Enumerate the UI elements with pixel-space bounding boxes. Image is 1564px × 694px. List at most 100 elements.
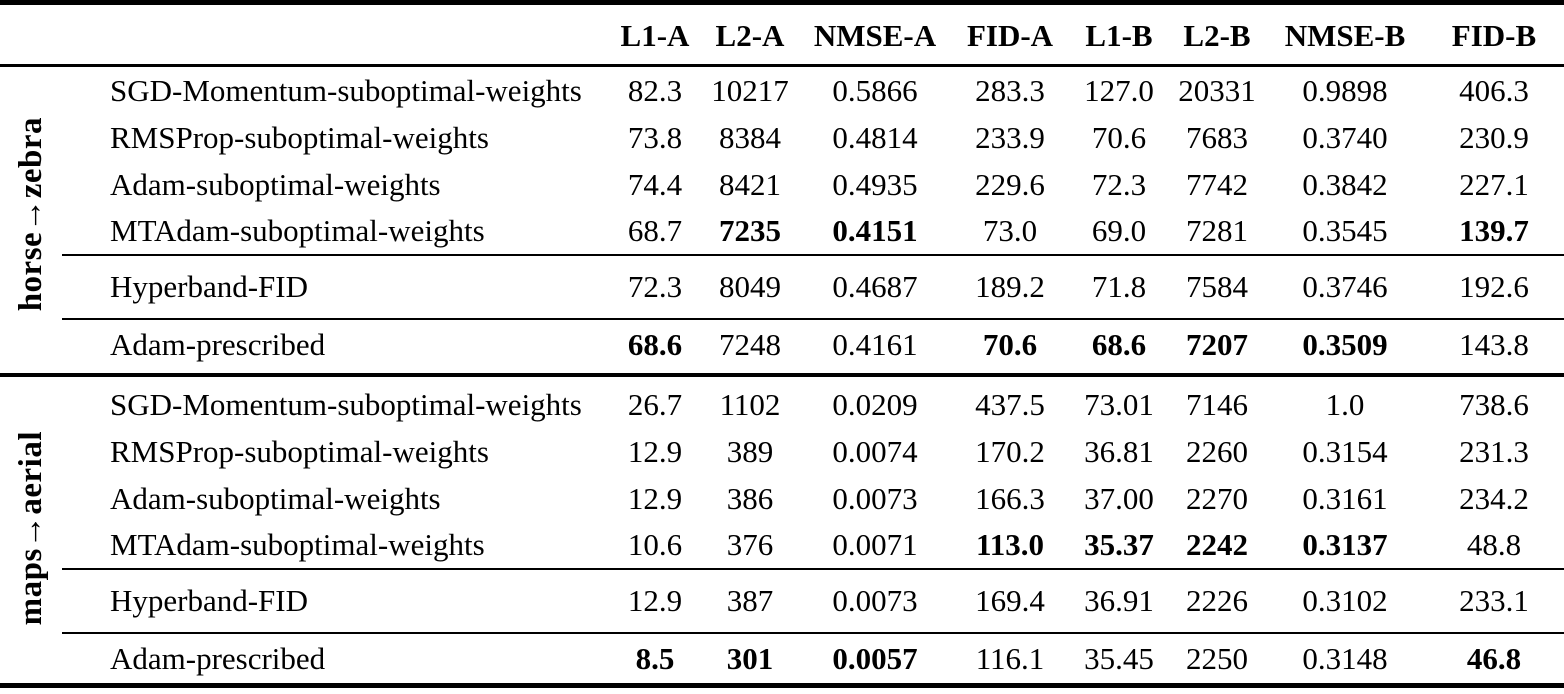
metric-value-cell: 26.7 (627, 386, 683, 422)
metric-value-cell: 113.0 (950, 522, 1070, 570)
section-divider-rule (0, 373, 1564, 377)
metric-value-cell: 7146 (1186, 386, 1248, 422)
table-row: horse→zebra SGD-Momentum-suboptimal-weigh… (0, 67, 1564, 312)
metric-value-cell: 0.3740 (1302, 119, 1388, 155)
method-name-cell: MTAdam-suboptimal-weights (62, 208, 610, 256)
metric-value-cell: 169.4 (950, 569, 1070, 634)
metric-value-cell: 37.00 (1084, 480, 1154, 516)
metric-value-cell: 10.6 (610, 522, 700, 570)
section-label-horse-zebra: horse→zebra (12, 116, 49, 312)
metric-value-cell: 7584 (1168, 255, 1266, 320)
metric-value-cell: 71.8 (1070, 255, 1168, 320)
metric-value-cell: 406.3 (1459, 72, 1529, 108)
metric-value-cell: 0.3137 (1266, 522, 1424, 570)
method-name-cell: Hyperband-FID (62, 569, 610, 634)
metric-value-cell: 72.3 (610, 255, 700, 320)
section-label-maps-aerial: maps→aerial (12, 430, 49, 626)
metric-value-cell: 68.6 (1091, 326, 1147, 362)
method-name-cell: SGD-Momentum-suboptimal-weights (110, 72, 582, 108)
metric-value-cell: 7207 (1186, 326, 1248, 362)
method-name-cell: MTAdam-suboptimal-weights (62, 522, 610, 570)
metric-value-cell: 72.3 (1091, 166, 1147, 202)
method-name-cell: Adam-prescribed (110, 326, 326, 362)
metric-value-cell: 301 (726, 640, 774, 676)
table-row: Hyperband-FID 12.9 387 0.0073 169.4 36.91 2226… (0, 569, 1564, 634)
metric-value-cell: 36.91 (1070, 569, 1168, 634)
metric-value-cell: 170.2 (975, 433, 1045, 469)
metric-value-cell: 387 (700, 569, 800, 634)
metric-value-cell: 7248 (719, 326, 781, 362)
metric-value-cell: 8421 (719, 166, 781, 202)
metric-value-cell: 1102 (719, 386, 781, 422)
column-header-nmse-b: NMSE-B (1284, 17, 1406, 53)
metric-value-cell: 0.0209 (832, 386, 918, 422)
column-header-l2-a: L2-A (715, 17, 785, 53)
metric-value-cell: 0.3545 (1266, 208, 1424, 256)
metric-value-cell: 8049 (700, 255, 800, 320)
section-label-cell: maps→aerial (0, 381, 62, 683)
metric-value-cell: 389 (726, 433, 774, 469)
metric-value-cell: 386 (726, 480, 774, 516)
header-row: L1-A L2-A NMSE-A FID-A L1-B L2-B NMSE-B FID-B (0, 5, 1564, 64)
method-name-cell: Adam-prescribed (110, 640, 326, 676)
metric-value-cell: 0.0057 (832, 640, 918, 676)
metric-value-cell: 143.8 (1459, 326, 1529, 362)
metric-value-cell: 12.9 (610, 569, 700, 634)
metric-value-cell: 0.4814 (832, 119, 918, 155)
corner-cell-section (0, 5, 62, 64)
table-top-rule (0, 0, 1564, 5)
metric-value-cell: 2226 (1168, 569, 1266, 634)
metric-value-cell: 738.6 (1459, 386, 1529, 422)
metric-value-cell: 0.3746 (1266, 255, 1424, 320)
corner-cell-method (62, 5, 610, 64)
metric-value-cell: 0.0071 (800, 522, 950, 570)
metric-value-cell: 0.4935 (832, 166, 918, 202)
metric-value-cell: 0.0073 (800, 569, 950, 634)
table-row: RMSProp-suboptimal-weights 73.8 8384 0.4814… (0, 114, 1564, 161)
section-horse-zebra: horse→zebra SGD-Momentum-suboptimal-weigh… (0, 67, 1564, 369)
metric-value-cell: 74.4 (627, 166, 683, 202)
metric-value-cell: 234.2 (1459, 480, 1529, 516)
metric-value-cell: 12.9 (627, 480, 683, 516)
metric-value-cell: 70.6 (982, 326, 1038, 362)
metric-value-cell: 233.9 (975, 119, 1045, 155)
table-row: MTAdam-suboptimal-weights 68.7 7235 0.4151 7… (0, 208, 1564, 256)
table-row: maps→aerial SGD-Momentum-suboptimal-weigh… (0, 381, 1564, 626)
method-name-cell: Adam-suboptimal-weights (110, 480, 441, 516)
column-header-l1-a: L1-A (620, 17, 690, 53)
metric-value-cell: 0.4687 (800, 255, 950, 320)
table-row: MTAdam-suboptimal-weights 10.6 376 0.0071 11… (0, 522, 1564, 570)
metric-value-cell: 20331 (1178, 72, 1256, 108)
metric-value-cell: 35.37 (1070, 522, 1168, 570)
table-row: RMSProp-suboptimal-weights 12.9 389 0.0074 1… (0, 428, 1564, 475)
metric-value-cell: 1.0 (1325, 386, 1365, 422)
metric-value-cell: 7742 (1186, 166, 1248, 202)
metric-value-cell: 230.9 (1459, 119, 1529, 155)
metric-value-cell: 36.81 (1084, 433, 1154, 469)
metric-value-cell: 12.9 (627, 433, 683, 469)
metric-value-cell: 2250 (1186, 640, 1248, 676)
metric-value-cell: 70.6 (1091, 119, 1147, 155)
metric-value-cell: 68.6 (627, 326, 683, 362)
metric-value-cell: 48.8 (1424, 522, 1564, 570)
metric-value-cell: 376 (700, 522, 800, 570)
metric-value-cell: 69.0 (1070, 208, 1168, 256)
method-name-cell: SGD-Momentum-suboptimal-weights (110, 386, 582, 422)
metric-value-cell: 0.3161 (1302, 480, 1388, 516)
metric-value-cell: 68.7 (610, 208, 700, 256)
method-name-cell: Hyperband-FID (62, 255, 610, 320)
metric-value-cell: 7281 (1168, 208, 1266, 256)
table-row: Adam-prescribed 8.5 301 0.0057 116.1 35.45 225… (0, 633, 1564, 683)
method-name-cell: RMSProp-suboptimal-weights (110, 433, 489, 469)
column-header-fid-a: FID-A (966, 17, 1054, 53)
column-header-l2-b: L2-B (1183, 17, 1251, 53)
metric-value-cell: 227.1 (1459, 166, 1529, 202)
metric-value-cell: 2242 (1168, 522, 1266, 570)
metric-value-cell: 0.5866 (832, 72, 918, 108)
metric-value-cell: 229.6 (975, 166, 1045, 202)
metric-value-cell: 8384 (719, 119, 781, 155)
metric-value-cell: 7235 (700, 208, 800, 256)
metric-value-cell: 0.0073 (832, 480, 918, 516)
column-header-nmse-a: NMSE-A (813, 17, 937, 53)
table-row: Hyperband-FID 72.3 8049 0.4687 189.2 71.8 7584… (0, 255, 1564, 320)
